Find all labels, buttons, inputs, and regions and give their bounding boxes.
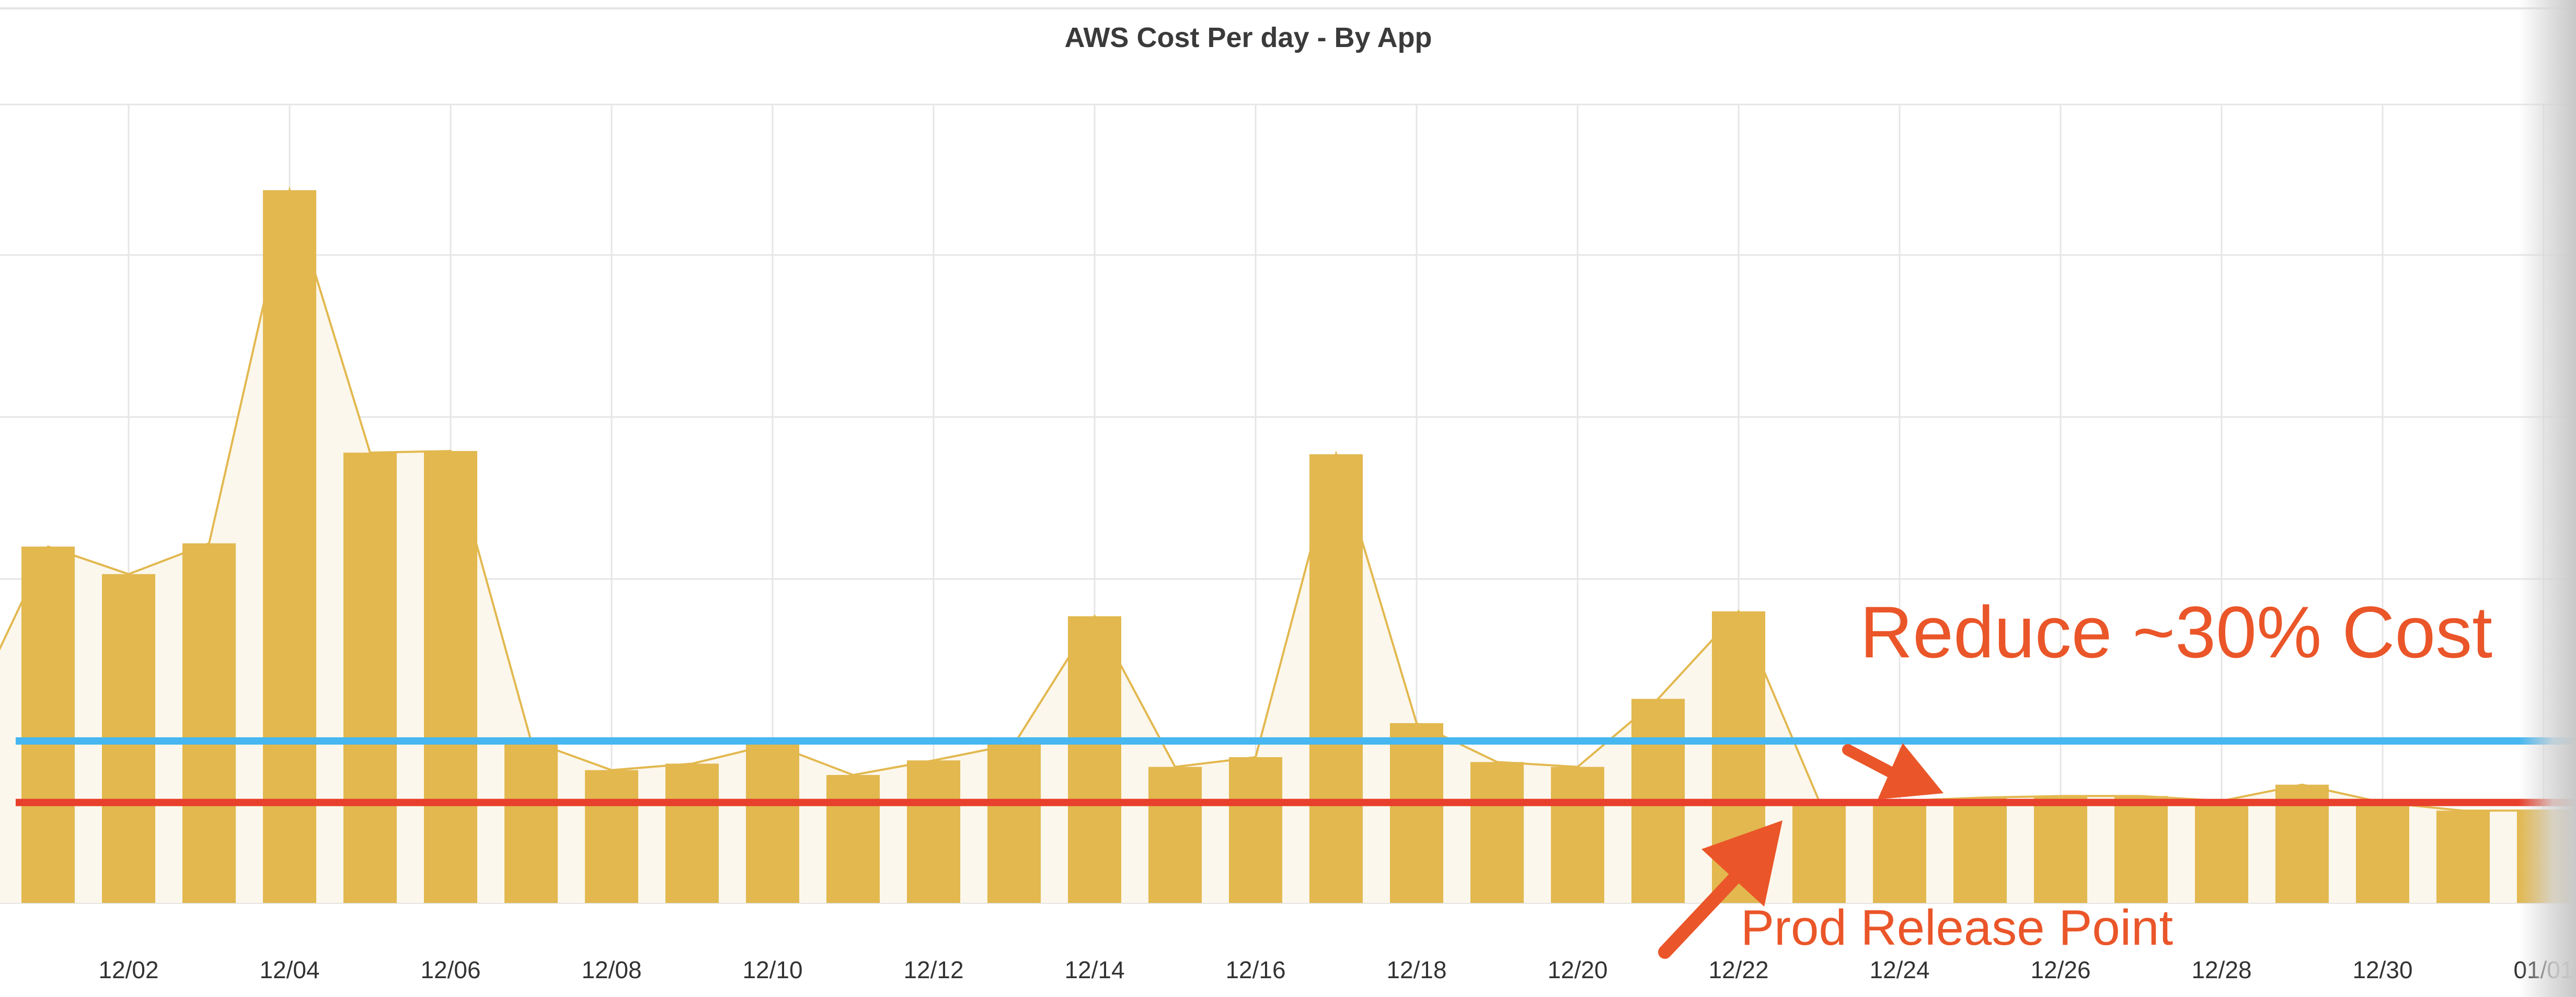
chart-title: AWS Cost Per day - By App — [1064, 22, 1432, 53]
bar-12-10 — [746, 744, 799, 903]
bar-12-05 — [343, 453, 397, 903]
bar-12-20 — [1551, 767, 1604, 903]
x-tick-label: 12/22 — [1708, 956, 1768, 983]
x-tick-label: 12/08 — [581, 956, 641, 983]
x-tick-label: 12/30 — [2352, 956, 2412, 983]
bar-12-11 — [826, 775, 880, 903]
trend-line — [0, 186, 2576, 812]
x-tick-label: 12/20 — [1547, 956, 1607, 983]
x-tick-label: 12/10 — [742, 956, 802, 983]
bar-01-01 — [2517, 810, 2570, 903]
bar-12-24 — [1873, 801, 1926, 903]
bar-12-30 — [2356, 802, 2409, 903]
x-tick-label: 12/28 — [2191, 956, 2251, 983]
x-tick-label: 12/16 — [1225, 956, 1285, 983]
reduce-cost-annotation: Reduce ~30% Cost — [1860, 591, 2492, 673]
bar-12-28 — [2195, 801, 2248, 903]
bar-12-31 — [2436, 810, 2490, 903]
reduce-arrow-icon — [1842, 743, 1944, 799]
bar-12-09 — [665, 763, 719, 903]
x-tick-label: 12/06 — [420, 956, 480, 983]
bar-12-16 — [1229, 757, 1282, 903]
x-tick-label: 12/02 — [98, 956, 158, 983]
top-divider — [0, 7, 2576, 9]
bar-12-01 — [21, 547, 75, 903]
x-axis-ticks: 12/02 12/04 12/06 12/08 12/10 12/12 12/14 12/16… — [98, 956, 2573, 983]
bar-12-18 — [1390, 723, 1443, 903]
bar-12-04 — [263, 190, 316, 903]
x-tick-label: 12/26 — [2030, 956, 2090, 983]
x-tick-label: 12/24 — [1869, 956, 1929, 983]
bar-12-27 — [2114, 796, 2168, 903]
bar-12-12 — [907, 760, 960, 903]
x-tick-label: 01/01 — [2513, 956, 2573, 983]
bar-12-26 — [2034, 796, 2087, 903]
bar-12-03 — [182, 543, 236, 903]
prod-release-annotation: Prod Release Point — [1741, 900, 2173, 956]
bar-12-15 — [1148, 767, 1202, 903]
bar-12-08 — [585, 770, 638, 903]
bar-12-07 — [504, 741, 558, 903]
x-tick-label: 12/12 — [903, 956, 963, 983]
bar-12-19 — [1470, 762, 1524, 903]
bar-12-17 — [1309, 454, 1363, 903]
x-tick-label: 12/14 — [1064, 956, 1124, 983]
bar-12-06 — [424, 451, 477, 903]
bar-12-25 — [1953, 797, 2007, 903]
bar-12-13 — [987, 744, 1041, 903]
bar-12-14 — [1068, 616, 1121, 903]
release-arrow-icon — [1658, 820, 1782, 959]
x-tick-label: 12/18 — [1386, 956, 1446, 983]
bar-12-23 — [1792, 801, 1846, 903]
reference-lines — [16, 737, 2576, 806]
x-tick-label: 12/04 — [259, 956, 319, 983]
